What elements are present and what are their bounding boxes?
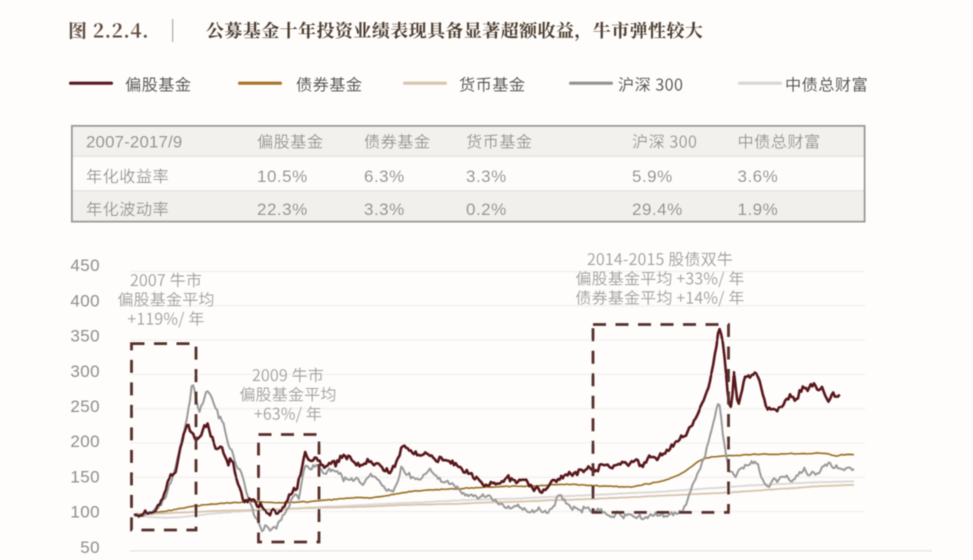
svg-text:100: 100 — [70, 503, 100, 522]
svg-text:50: 50 — [80, 538, 100, 557]
svg-text:150: 150 — [70, 467, 100, 486]
svg-text:0.2%: 0.2% — [466, 200, 507, 219]
svg-text:1.9%: 1.9% — [738, 200, 779, 219]
svg-text:3.3%: 3.3% — [466, 167, 507, 186]
svg-text:3.3%: 3.3% — [364, 200, 405, 219]
svg-text:10.5%: 10.5% — [257, 167, 308, 186]
svg-text:5.9%: 5.9% — [632, 167, 673, 186]
svg-text:450: 450 — [70, 256, 100, 275]
svg-text:350: 350 — [70, 327, 100, 346]
svg-text:29.4%: 29.4% — [632, 200, 683, 219]
svg-text:250: 250 — [70, 397, 100, 416]
svg-text:3.6%: 3.6% — [738, 167, 779, 186]
svg-text:2007-2017/9: 2007-2017/9 — [86, 133, 182, 152]
svg-text:200: 200 — [70, 432, 100, 451]
svg-text:400: 400 — [70, 291, 100, 310]
svg-text:300: 300 — [70, 362, 100, 381]
svg-text:22.3%: 22.3% — [257, 200, 308, 219]
svg-text:6.3%: 6.3% — [364, 167, 405, 186]
